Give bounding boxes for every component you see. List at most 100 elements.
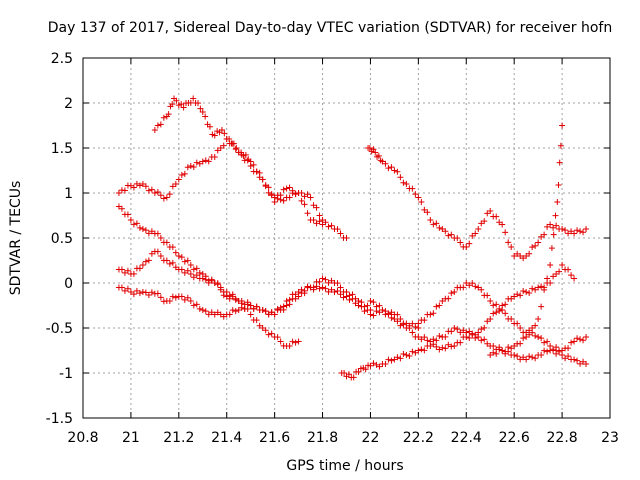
data-point xyxy=(322,276,329,283)
data-point xyxy=(451,343,458,349)
data-point xyxy=(571,230,578,237)
chart-title: Day 137 of 2017, Sidereal Day-to-day VTE… xyxy=(48,20,612,36)
data-point xyxy=(403,181,410,187)
y-axis-label: SDTVAR / TECUs xyxy=(8,181,24,296)
data-point xyxy=(556,348,563,355)
data-point xyxy=(280,303,287,310)
data-point xyxy=(193,159,200,166)
data-point xyxy=(529,244,536,251)
data-point xyxy=(331,289,338,295)
data-point xyxy=(382,160,389,167)
data-point xyxy=(409,185,416,192)
data-point xyxy=(469,280,476,287)
data-point xyxy=(181,170,188,177)
data-point xyxy=(118,284,125,291)
data-point xyxy=(493,350,500,357)
data-point xyxy=(445,232,452,239)
data-point xyxy=(130,291,137,298)
data-point xyxy=(490,310,497,317)
data-point xyxy=(277,304,284,311)
data-point xyxy=(367,298,374,304)
y-tick-label: 0 xyxy=(64,276,73,292)
data-point xyxy=(541,347,548,354)
data-point xyxy=(130,184,137,191)
data-point xyxy=(361,308,368,315)
data-point xyxy=(466,328,473,335)
data-point xyxy=(451,289,458,295)
data-point xyxy=(433,343,440,350)
data-point xyxy=(211,132,218,139)
data-point xyxy=(529,285,536,292)
data-point xyxy=(544,348,551,355)
data-point xyxy=(154,230,161,237)
data-point xyxy=(505,344,512,351)
data-point xyxy=(343,235,350,241)
data-point xyxy=(448,328,455,335)
x-tick-label: 22.4 xyxy=(451,430,482,446)
data-point xyxy=(206,123,213,130)
data-point xyxy=(277,192,284,199)
data-point xyxy=(375,152,382,159)
data-point xyxy=(133,220,140,227)
data-point xyxy=(493,309,500,316)
data-point xyxy=(472,335,479,342)
data-point xyxy=(118,266,125,273)
data-point xyxy=(187,163,194,169)
data-point xyxy=(421,347,428,354)
data-point xyxy=(181,258,188,265)
data-point xyxy=(403,352,410,358)
data-point xyxy=(583,226,590,232)
data-point xyxy=(325,223,332,230)
data-point xyxy=(366,145,373,152)
x-tick-label: 22.6 xyxy=(499,430,530,446)
data-point xyxy=(502,229,509,236)
data-point xyxy=(577,336,584,343)
data-point xyxy=(322,285,329,292)
data-point xyxy=(316,218,323,225)
data-point xyxy=(554,199,561,205)
data-point xyxy=(529,354,536,361)
data-point xyxy=(580,337,587,344)
data-point xyxy=(304,210,311,217)
data-point xyxy=(283,298,290,304)
data-point xyxy=(502,301,509,308)
data-point xyxy=(496,305,503,312)
data-point xyxy=(136,224,143,231)
data-point xyxy=(394,354,401,361)
data-point xyxy=(139,262,146,268)
data-point xyxy=(442,345,449,352)
data-point xyxy=(475,226,482,232)
data-point xyxy=(190,95,197,102)
x-tick-label: 22.8 xyxy=(547,430,578,446)
data-point xyxy=(511,352,518,358)
data-point xyxy=(157,253,164,259)
data-point xyxy=(451,325,458,331)
data-point xyxy=(127,217,134,223)
data-point xyxy=(226,311,233,318)
data-point xyxy=(400,350,407,357)
data-point xyxy=(241,305,248,312)
data-point xyxy=(433,220,440,227)
data-point xyxy=(541,339,548,346)
data-point xyxy=(184,267,191,274)
data-point xyxy=(121,187,128,194)
data-point xyxy=(169,101,176,108)
data-point xyxy=(130,221,137,228)
data-points xyxy=(115,95,590,381)
data-point xyxy=(448,231,455,238)
data-point xyxy=(190,302,197,309)
data-point xyxy=(400,179,407,186)
data-point xyxy=(250,161,257,168)
data-point xyxy=(205,158,212,165)
data-point xyxy=(538,335,545,342)
data-point xyxy=(544,275,551,282)
data-point xyxy=(337,291,344,298)
x-tick-label: 23 xyxy=(601,430,619,446)
data-point xyxy=(574,227,581,234)
data-point xyxy=(499,307,506,313)
data-point xyxy=(265,184,272,191)
data-point xyxy=(538,283,545,290)
data-point xyxy=(178,293,185,300)
data-point xyxy=(268,330,275,337)
data-point xyxy=(412,191,419,198)
